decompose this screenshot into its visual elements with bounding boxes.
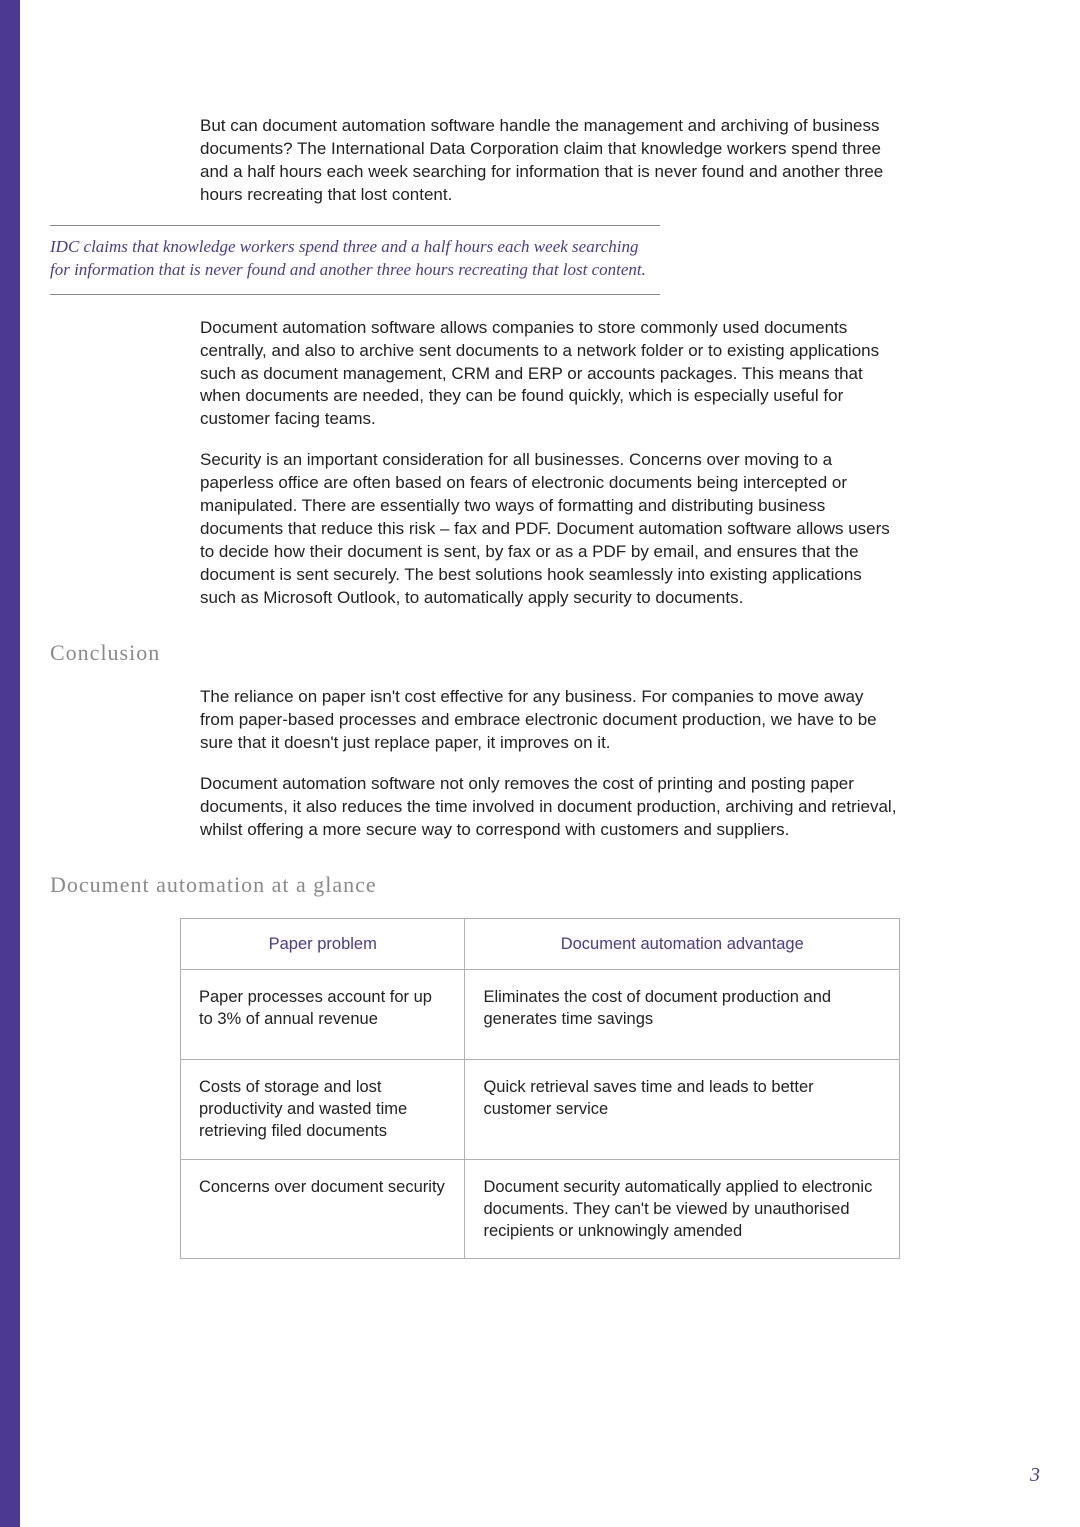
page-content: But can document automation software han…: [50, 0, 1040, 1259]
paragraph-conclusion-1: The reliance on paper isn't cost effecti…: [200, 686, 900, 755]
table-header-advantage: Document automation advantage: [465, 918, 900, 969]
pullquote-block: IDC claims that knowledge workers spend …: [50, 225, 660, 295]
paragraph-security: Security is an important consideration f…: [200, 449, 900, 610]
heading-glance: Document automation at a glance: [50, 872, 1040, 898]
table-cell: Costs of storage and lost productivity a…: [181, 1059, 465, 1159]
table-header-problem: Paper problem: [181, 918, 465, 969]
paragraph-intro: But can document automation software han…: [200, 115, 900, 207]
page-number: 3: [1030, 1464, 1040, 1487]
table-row: Costs of storage and lost productivity a…: [181, 1059, 900, 1159]
paragraph-conclusion-2: Document automation software not only re…: [200, 773, 900, 842]
pullquote-text: IDC claims that knowledge workers spend …: [50, 226, 660, 294]
table-cell: Quick retrieval saves time and leads to …: [465, 1059, 900, 1159]
glance-table: Paper problem Document automation advant…: [180, 918, 900, 1260]
pullquote-rule-bottom: [50, 294, 660, 295]
side-accent-bar: [0, 0, 20, 1527]
table-cell: Document security automatically applied …: [465, 1159, 900, 1259]
heading-conclusion: Conclusion: [50, 640, 1040, 666]
table-cell: Eliminates the cost of document producti…: [465, 969, 900, 1059]
paragraph-storage: Document automation software allows comp…: [200, 317, 900, 432]
table-cell: Concerns over document security: [181, 1159, 465, 1259]
table-cell: Paper processes account for up to 3% of …: [181, 969, 465, 1059]
table-row: Concerns over document security Document…: [181, 1159, 900, 1259]
table-row: Paper processes account for up to 3% of …: [181, 969, 900, 1059]
table-header-row: Paper problem Document automation advant…: [181, 918, 900, 969]
